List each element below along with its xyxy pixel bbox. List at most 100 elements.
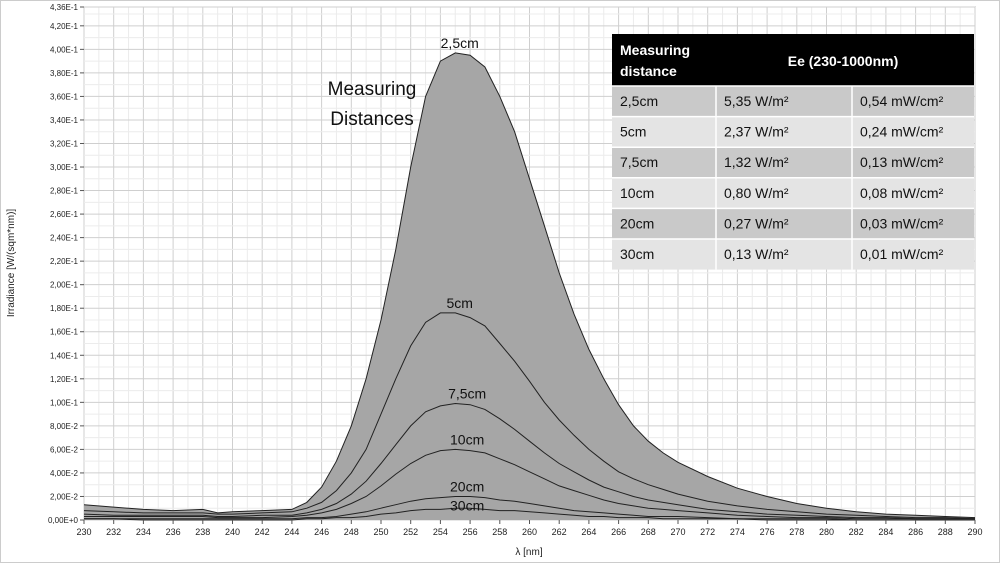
x-tick-label: 284 bbox=[878, 527, 893, 537]
table-row-bg bbox=[612, 147, 974, 178]
table-cell: 0,27 W/m² bbox=[724, 215, 789, 231]
table-cell: 30cm bbox=[620, 246, 654, 262]
table-header-col2: Ee (230-1000nm) bbox=[788, 53, 899, 69]
table-header-bg bbox=[612, 34, 974, 86]
table-cell: 2,5cm bbox=[620, 93, 658, 109]
table-header-col1-line2: distance bbox=[620, 63, 677, 79]
table-cell: 10cm bbox=[620, 185, 654, 201]
x-tick-label: 232 bbox=[106, 527, 121, 537]
y-tick-label: 1,80E-1 bbox=[50, 304, 79, 313]
x-tick-label: 282 bbox=[849, 527, 864, 537]
y-axis-label: Irradiance [W/(sqm*nm)] bbox=[6, 209, 17, 318]
curve-label: 20cm bbox=[450, 478, 484, 494]
x-tick-label: 266 bbox=[611, 527, 626, 537]
table-row-bg bbox=[612, 208, 974, 239]
series-line-5cm bbox=[83, 312, 976, 520]
x-tick-label: 250 bbox=[373, 527, 388, 537]
y-tick-label: 2,60E-1 bbox=[50, 210, 79, 219]
x-tick-label: 272 bbox=[700, 527, 715, 537]
y-tick-label: 3,60E-1 bbox=[50, 92, 79, 101]
series-line-30cm bbox=[84, 507, 975, 521]
y-tick-label: 6,00E-2 bbox=[50, 445, 79, 454]
x-tick-label: 240 bbox=[225, 527, 240, 537]
y-tick-label: 2,40E-1 bbox=[50, 234, 79, 243]
x-tick-label: 278 bbox=[789, 527, 804, 537]
table-cell: 2,37 W/m² bbox=[724, 124, 789, 140]
x-tick-label: 260 bbox=[522, 527, 537, 537]
series-lines bbox=[83, 52, 976, 521]
table-cell: 0,03 mW/cm² bbox=[860, 215, 944, 231]
x-tick-label: 274 bbox=[730, 527, 745, 537]
table-row-bg bbox=[612, 86, 974, 117]
table-header-col1-line1: Measuring bbox=[620, 42, 690, 58]
y-tick-label: 2,80E-1 bbox=[50, 187, 79, 196]
curve-label: 30cm bbox=[450, 497, 484, 513]
y-tick-label: 3,80E-1 bbox=[50, 69, 79, 78]
x-tick-label: 238 bbox=[195, 527, 210, 537]
y-tick-label: 4,36E-1 bbox=[50, 3, 79, 12]
y-tick-label: 8,00E-2 bbox=[50, 422, 79, 431]
series-line-2,5cm bbox=[83, 52, 976, 519]
x-tick-label: 288 bbox=[938, 527, 953, 537]
y-tick-label: 1,20E-1 bbox=[50, 375, 79, 384]
series-line-7,5cm bbox=[83, 402, 975, 520]
table-cell: 7,5cm bbox=[620, 154, 658, 170]
table-cell: 0,54 mW/cm² bbox=[860, 93, 944, 109]
y-tick-label: 2,20E-1 bbox=[50, 257, 79, 266]
x-tick-label: 262 bbox=[552, 527, 567, 537]
x-tick-label: 242 bbox=[255, 527, 270, 537]
y-tick-label: 3,40E-1 bbox=[50, 116, 79, 125]
x-axis-label: λ [nm] bbox=[515, 547, 542, 558]
y-tick-label: 1,40E-1 bbox=[50, 351, 79, 360]
table-cell: 0,13 W/m² bbox=[724, 246, 789, 262]
x-tick-label: 236 bbox=[166, 527, 181, 537]
area-series bbox=[84, 52, 975, 521]
x-tick-label: 254 bbox=[433, 527, 448, 537]
x-tick-label: 252 bbox=[403, 527, 418, 537]
x-tick-label: 234 bbox=[136, 527, 151, 537]
table-cell: 0,24 mW/cm² bbox=[860, 124, 944, 140]
y-tick-label: 1,00E-1 bbox=[50, 398, 79, 407]
table-cell: 0,13 mW/cm² bbox=[860, 154, 944, 170]
x-tick-label: 264 bbox=[581, 527, 596, 537]
curve-label: 5cm bbox=[446, 295, 472, 311]
table-row-bg bbox=[612, 116, 974, 148]
x-tick-label: 270 bbox=[670, 527, 685, 537]
annotation-line-1: Measuring bbox=[328, 79, 417, 100]
table-cell: 0,08 mW/cm² bbox=[860, 185, 944, 201]
x-tick-labels: 230 232 234 236 238 240 242 244 246 248 250 252 254 2… bbox=[76, 520, 983, 537]
table-row-bg bbox=[612, 239, 974, 270]
table-cell: 0,80 W/m² bbox=[724, 185, 789, 201]
y-tick-label: 3,00E-1 bbox=[50, 163, 79, 172]
curve-label: 2,5cm bbox=[441, 35, 479, 51]
x-tick-label: 246 bbox=[314, 527, 329, 537]
table-cell: 20cm bbox=[620, 215, 654, 231]
y-tick-label: 2,00E-2 bbox=[50, 492, 79, 501]
series-line-10cm bbox=[84, 448, 975, 520]
table-cell: 0,01 mW/cm² bbox=[860, 246, 944, 262]
y-tick-label: 3,20E-1 bbox=[50, 139, 79, 148]
x-tick-label: 268 bbox=[641, 527, 656, 537]
y-tick-label: 1,60E-1 bbox=[50, 328, 79, 337]
x-tick-label: 258 bbox=[492, 527, 507, 537]
table-cell: 5,35 W/m² bbox=[724, 93, 789, 109]
y-tick-label: 0,00E+0 bbox=[48, 516, 79, 525]
x-tick-label: 276 bbox=[760, 527, 775, 537]
curve-labels: 2,5cm 5cm 7,5cm 10cm 20cm 30cm bbox=[441, 35, 487, 513]
y-tick-label: 4,20E-1 bbox=[50, 22, 79, 31]
y-tick-label: 4,00E-2 bbox=[50, 469, 79, 478]
y-tick-labels: 0,00E+0 2,00E-2 4,00E-2 6,00E-2 8,00E-2 1,00E… bbox=[48, 3, 84, 525]
x-tick-label: 290 bbox=[967, 527, 982, 537]
x-tick-label: 280 bbox=[819, 527, 834, 537]
x-tick-label: 244 bbox=[284, 527, 299, 537]
y-tick-label: 4,00E-1 bbox=[50, 45, 79, 54]
y-tick-label: 2,00E-1 bbox=[50, 281, 79, 290]
annotation-line-2: Distances bbox=[330, 109, 413, 130]
irradiance-table: Measuring distance Ee (230-1000nm) 2,5cm… bbox=[612, 34, 974, 270]
series-line-20cm bbox=[84, 496, 975, 521]
x-tick-label: 256 bbox=[463, 527, 478, 537]
x-tick-label: 286 bbox=[908, 527, 923, 537]
series-area-2,5cm bbox=[84, 52, 975, 521]
curve-label: 10cm bbox=[450, 431, 484, 447]
